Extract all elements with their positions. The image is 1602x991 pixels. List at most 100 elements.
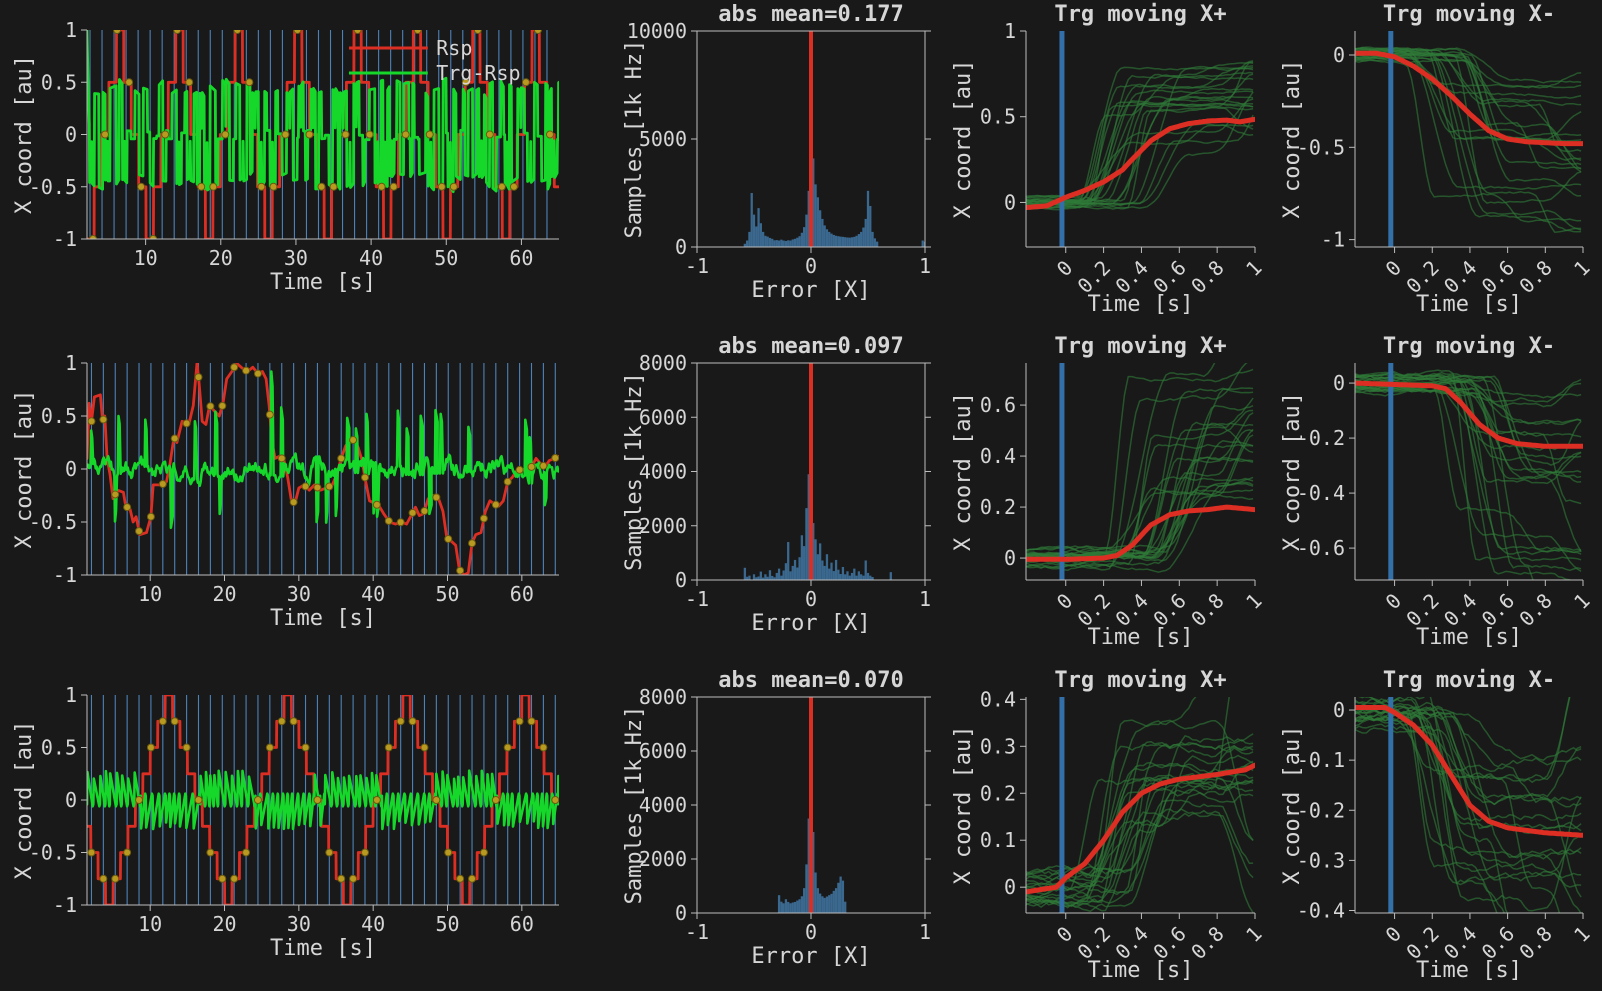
plot-area — [87, 363, 559, 575]
trigger-marker — [197, 182, 206, 191]
y-tick-label: 4000 — [639, 460, 687, 484]
y-tick-label: 2000 — [639, 514, 687, 538]
hist-bar — [846, 571, 849, 580]
panel-title: Trg moving X- — [1383, 334, 1555, 359]
x-tick-label: 0 — [1381, 589, 1406, 614]
y-tick-label: -0.1 — [1297, 748, 1345, 772]
hist-bar — [777, 568, 781, 580]
mean-trace — [1026, 504, 1255, 562]
trigger-marker — [425, 130, 434, 139]
hist-bar — [841, 880, 845, 913]
hist-bar — [844, 574, 847, 580]
y-tick-label: 1 — [65, 683, 77, 707]
y-tick-label: 0.4 — [980, 687, 1016, 711]
hist-bar — [860, 574, 863, 580]
trigger-marker — [230, 874, 239, 883]
y-tick-label: -0.2 — [1297, 426, 1345, 450]
trigger-marker — [269, 182, 278, 191]
y-tick-label: 0 — [1004, 875, 1016, 899]
trigger-marker — [161, 130, 170, 139]
trigger-marker — [377, 182, 386, 191]
hist-bar — [752, 574, 756, 580]
trigger-marker — [437, 182, 446, 191]
hist-bar — [789, 240, 792, 247]
hist-bar — [752, 214, 756, 247]
y-axis-label: X coord [au] — [1280, 726, 1305, 885]
panel-title: abs mean=0.177 — [718, 2, 903, 27]
hist-bar — [746, 576, 749, 580]
x-axis-label: Error [X] — [751, 278, 870, 303]
x-tick-label: 1 — [1569, 589, 1594, 614]
x-tick-label: 0 — [1052, 256, 1077, 281]
hist-bar — [771, 575, 774, 580]
hist-bar — [755, 226, 758, 247]
x-tick-label: 40 — [361, 912, 385, 936]
legend-label: Rsp — [436, 36, 472, 60]
y-tick-label: 8000 — [639, 351, 687, 375]
hist-bar — [814, 539, 817, 580]
x-tick-label: 1 — [919, 254, 931, 278]
x-axis-label: Error [X] — [751, 944, 870, 969]
hist-bar — [825, 896, 829, 913]
hist-bar — [775, 572, 778, 580]
hist-bar — [830, 233, 833, 247]
trigger-marker — [123, 848, 132, 857]
hist-bar — [821, 560, 824, 580]
trigger-marker — [101, 130, 110, 139]
x-tick-label: 60 — [509, 246, 533, 270]
trigger-marker — [125, 78, 134, 87]
trigger-marker — [158, 717, 167, 726]
hist-bar — [800, 232, 804, 247]
x-tick-label: 60 — [510, 582, 534, 606]
trigger-marker — [539, 461, 548, 470]
hist-bar — [782, 903, 785, 913]
x-axis-label: Time [s] — [270, 270, 376, 295]
x-axis-label: Time [s] — [1416, 292, 1522, 317]
trigger-marker — [113, 30, 122, 34]
hist-bar — [846, 237, 849, 247]
x-axis-label: Time [s] — [270, 606, 376, 631]
y-tick-label: 2000 — [639, 847, 687, 871]
trigger-marker — [420, 743, 429, 752]
trigger-marker — [99, 415, 108, 424]
x-tick-label: 0 — [1052, 922, 1077, 947]
hist-bar — [837, 882, 840, 913]
hist-bar — [857, 571, 861, 580]
trigger-marker — [444, 848, 453, 857]
y-tick-label: 1 — [65, 18, 77, 42]
trigger-marker — [360, 848, 369, 857]
y-tick-label: -0.5 — [29, 175, 77, 199]
hist-bar — [816, 888, 819, 913]
trigger-marker — [515, 717, 524, 726]
hist-bar — [850, 572, 854, 580]
trigger-marker — [491, 500, 500, 509]
plot-area — [1355, 363, 1583, 580]
plot-area — [87, 695, 559, 905]
mean-trace — [1026, 762, 1255, 895]
trigger-marker — [111, 874, 120, 883]
trigger-marker — [551, 796, 559, 804]
hist-bar — [828, 568, 831, 580]
hist-bar — [821, 896, 824, 913]
trigger-marker — [468, 874, 477, 883]
hist-bar — [869, 575, 872, 580]
trigger-marker — [206, 848, 215, 857]
hist-bar — [800, 896, 804, 913]
hist-bar — [921, 240, 924, 247]
x-tick-label: 0 — [805, 920, 817, 944]
panel-title: abs mean=0.097 — [718, 334, 903, 359]
hist-bar — [773, 577, 776, 580]
trigger-marker — [444, 534, 453, 543]
hist-bar — [780, 239, 783, 247]
hist-bar — [787, 901, 790, 913]
panel-timeseries-row2: -1 -0.5 0 0.5 1 10 20 30 40 50 60 Time [s] X coord [… — [12, 351, 559, 631]
hist-bar — [775, 240, 778, 247]
trigger-marker — [170, 434, 179, 443]
hist-bar — [803, 888, 806, 913]
hist-bar — [837, 569, 840, 580]
y-axis-label: X coord [au] — [12, 721, 37, 880]
x-tick-label: 0 — [805, 254, 817, 278]
